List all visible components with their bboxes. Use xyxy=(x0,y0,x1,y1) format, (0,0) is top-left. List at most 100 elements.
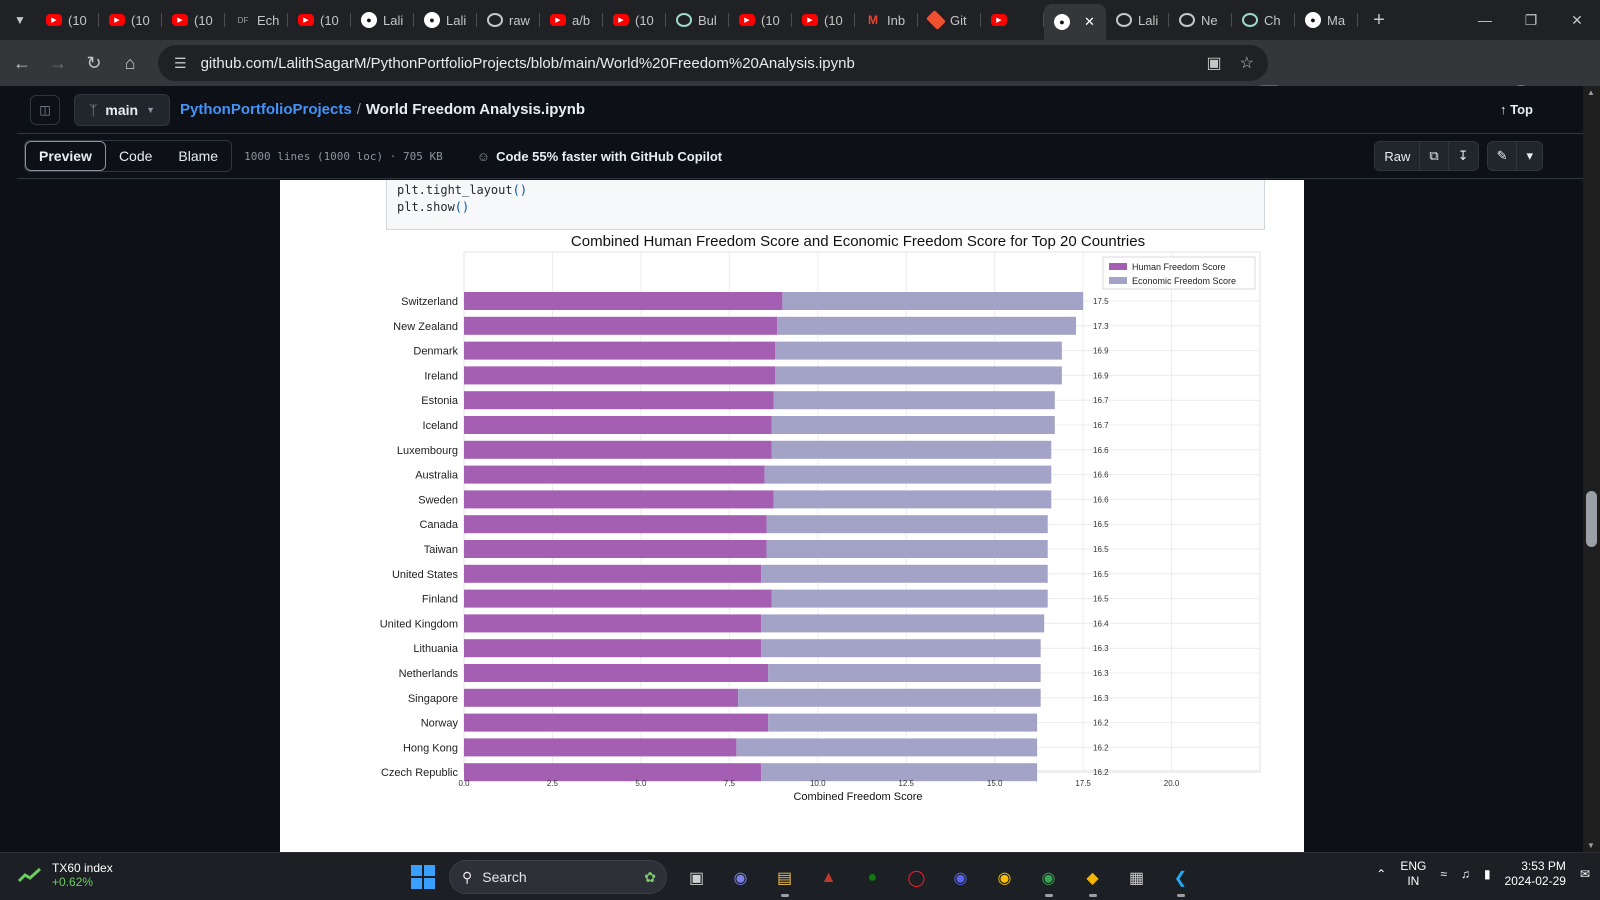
y-tick-label: Luxembourg xyxy=(397,445,458,457)
vscode-icon[interactable]: ❮ xyxy=(1164,861,1197,897)
bar-economic-freedom xyxy=(768,713,1038,732)
chrome-profile-icon[interactable]: ◉ xyxy=(1032,861,1065,897)
repo-link[interactable]: PythonPortfolioProjects xyxy=(180,101,352,118)
arrow-left-icon: ← xyxy=(13,52,31,73)
windows-start-icon[interactable] xyxy=(411,865,435,889)
discord-icon[interactable]: ◉ xyxy=(953,869,968,887)
site-info-icon[interactable]: ☰ xyxy=(174,54,187,71)
tab-title: Bul xyxy=(698,12,717,28)
browser-tab[interactable]: ● ✕ xyxy=(1044,4,1106,40)
x-tick-label: 7.5 xyxy=(724,779,736,788)
close-tab-icon[interactable]: ✕ xyxy=(1084,14,1095,29)
total-value-label: 16.3 xyxy=(1093,669,1109,678)
globe-icon xyxy=(1179,13,1195,27)
scrollbar-thumb[interactable] xyxy=(1586,491,1597,547)
browser-tab[interactable]: ▶ (10 xyxy=(162,4,225,36)
browser-tab[interactable]: ● Lali xyxy=(351,4,414,36)
x-tick-label: 15.0 xyxy=(987,779,1003,788)
forward-button[interactable]: → xyxy=(40,45,76,81)
browser-tab[interactable]: Ch xyxy=(1232,4,1295,36)
tab-code[interactable]: Code xyxy=(118,148,153,164)
browser-tab[interactable]: Ne xyxy=(1169,4,1232,36)
y-tick-label: United States xyxy=(392,569,459,581)
bookmark-star-icon[interactable]: ☆ xyxy=(1239,55,1254,72)
y-tick-label: United Kingdom xyxy=(380,618,458,630)
reload-button[interactable]: ↻ xyxy=(76,45,112,81)
browser-tab[interactable]: Bul xyxy=(666,4,729,36)
ticker-widget[interactable]: TX60 index +0.62% xyxy=(18,861,113,889)
wifi-icon[interactable]: ≈ xyxy=(1440,867,1447,881)
browser-tab[interactable]: ▶ (10 xyxy=(603,4,666,36)
more-edit-options-icon[interactable]: ▾ xyxy=(1526,148,1533,163)
scroll-down-icon[interactable]: ▼ xyxy=(1587,841,1595,850)
top-label: Top xyxy=(1510,102,1533,117)
df-icon: DF xyxy=(237,15,249,25)
copy-raw-icon[interactable]: ⧉ xyxy=(1420,142,1449,170)
opera-icon[interactable]: ◯ xyxy=(907,869,926,887)
file-explorer-icon[interactable]: ▤ xyxy=(768,861,801,897)
edit-pencil-icon[interactable]: ✎ xyxy=(1488,142,1518,170)
download-raw-icon[interactable]: ↧ xyxy=(1457,148,1469,163)
browser-tab[interactable]: ▶ (10 xyxy=(36,4,99,36)
browser-tab[interactable]: ▶ (10 xyxy=(288,4,351,36)
arrow-up-icon: ↑ xyxy=(1500,102,1507,117)
notifications-icon[interactable]: ✉ xyxy=(1579,867,1590,881)
close-window-icon[interactable]: ✕ xyxy=(1571,11,1583,28)
task-view-icon[interactable]: ▣ xyxy=(688,869,705,887)
bar-human-freedom xyxy=(464,416,772,434)
search-icon: ⚲ xyxy=(462,868,473,885)
terminal-icon[interactable]: ▦ xyxy=(1128,869,1145,887)
copilot-promo[interactable]: ☺ Code 55% faster with GitHub Copilot xyxy=(477,149,722,164)
browser-tab[interactable]: DF Ech xyxy=(225,4,288,36)
clock[interactable]: 3:53 PM 2024-02-29 xyxy=(1505,859,1566,889)
restore-icon[interactable]: ❐ xyxy=(1524,11,1538,28)
volume-icon[interactable]: ♫ xyxy=(1460,867,1470,881)
xbox-icon[interactable]: ● xyxy=(867,868,878,886)
address-bar[interactable]: ☰ github.com/LalithSagarM/PythonPortfoli… xyxy=(158,45,1268,81)
branch-selector[interactable]: ᛉ main ▼ xyxy=(74,93,171,126)
tab-preview[interactable]: Preview xyxy=(25,141,106,171)
tab-blame[interactable]: Blame xyxy=(178,148,219,164)
git-client-icon[interactable]: ◆ xyxy=(1076,861,1109,897)
scroll-top-link[interactable]: ↑ Top xyxy=(1500,102,1533,117)
browser-tab[interactable]: ● Ma xyxy=(1295,4,1358,36)
tab-title: (10 xyxy=(131,12,150,28)
app-red-icon[interactable]: ▲ xyxy=(820,868,837,886)
bar-human-freedom xyxy=(464,292,783,310)
browser-tab[interactable]: Lali xyxy=(1106,4,1169,36)
expand-file-tree-button[interactable]: ◫ xyxy=(30,94,60,125)
page-scrollbar[interactable]: ▲ ▼ xyxy=(1583,86,1600,852)
chrome-icon[interactable]: ◉ xyxy=(997,869,1012,887)
total-value-label: 16.6 xyxy=(1093,495,1109,504)
browser-tab[interactable]: M Inb xyxy=(855,4,918,36)
minimize-icon[interactable]: — xyxy=(1478,12,1492,28)
install-app-icon[interactable]: ▣ xyxy=(1206,55,1222,72)
browser-tab[interactable]: ▶ (10 xyxy=(792,4,855,36)
total-value-label: 16.6 xyxy=(1093,471,1109,480)
browser-tab[interactable]: Git xyxy=(918,4,981,36)
taskbar-search[interactable]: ⚲ Search ✿ xyxy=(449,860,667,894)
browser-tab[interactable]: ● Lali xyxy=(414,4,477,36)
battery-icon[interactable]: ▮ xyxy=(1483,867,1491,881)
back-button[interactable]: ← xyxy=(4,45,40,81)
browser-tab[interactable]: ▶ xyxy=(981,4,1044,36)
tab-title: Git xyxy=(950,12,967,28)
browser-tab[interactable]: ▶ a/b xyxy=(540,4,603,36)
tray-overflow-icon[interactable]: ⌃ xyxy=(1376,867,1387,881)
browser-tab[interactable]: raw xyxy=(477,4,540,36)
file-toolbar: Preview Code Blame 1000 lines (1000 loc)… xyxy=(17,134,1583,179)
raw-button[interactable]: Raw xyxy=(1375,142,1421,170)
browser-tab[interactable]: ▶ (10 xyxy=(99,4,162,36)
bar-economic-freedom xyxy=(761,639,1041,658)
home-button[interactable]: ⌂ xyxy=(112,45,148,81)
legend-swatch xyxy=(1109,263,1127,270)
meet-icon[interactable]: ◉ xyxy=(733,869,748,887)
tab-title: (10 xyxy=(194,12,213,28)
new-tab-button[interactable]: + xyxy=(1373,8,1385,31)
file-actions: Raw ⧉ ↧ ✎ ▾ xyxy=(1374,141,1543,171)
scroll-up-icon[interactable]: ▲ xyxy=(1587,88,1595,97)
tab-search-button[interactable]: ▼ xyxy=(4,5,36,35)
language-indicator[interactable]: ENG IN xyxy=(1400,859,1427,888)
browser-tab[interactable]: ▶ (10 xyxy=(729,4,792,36)
total-value-label: 16.3 xyxy=(1093,694,1109,703)
